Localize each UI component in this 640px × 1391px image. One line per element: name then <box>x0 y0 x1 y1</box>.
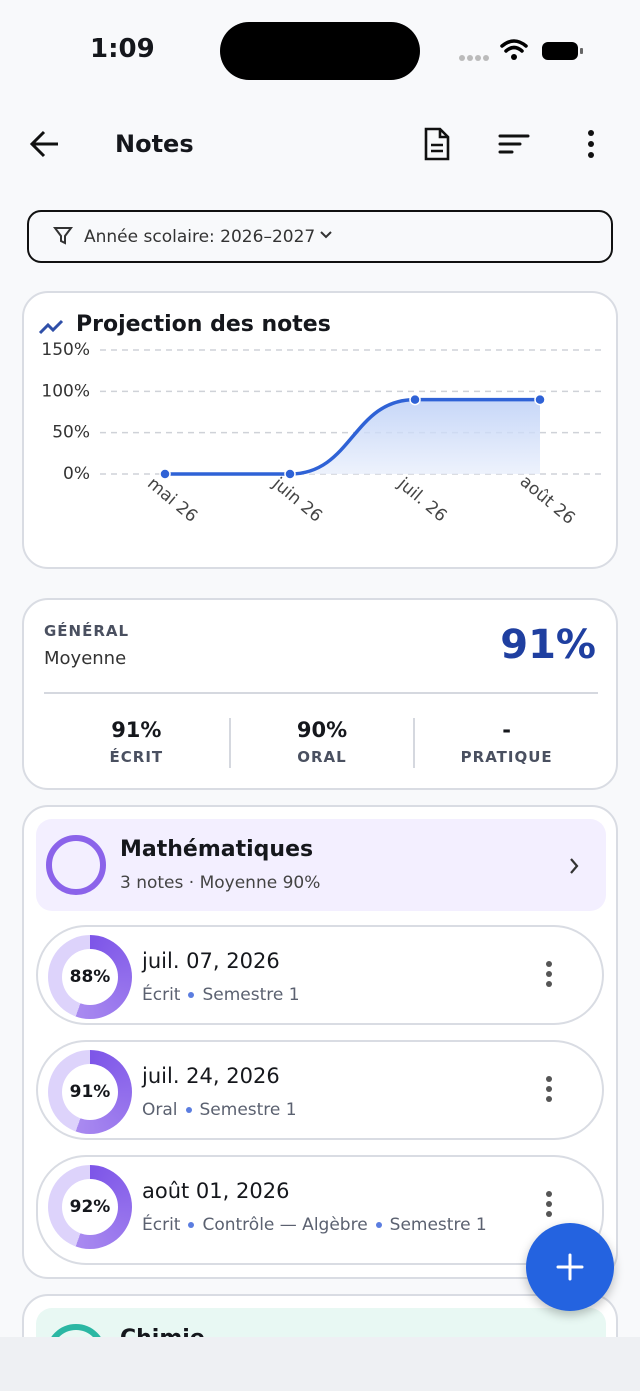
y-tick-label: 0% <box>63 464 90 484</box>
summary-average: 91% <box>500 622 596 668</box>
note-ring: 91% <box>48 1050 132 1134</box>
stats: 91% ÉCRIT 90% ORAL - PRATIQUE <box>44 718 598 768</box>
tag-dot <box>188 992 195 998</box>
y-tick-label: 50% <box>52 423 90 443</box>
note-ring: 88% <box>48 935 132 1019</box>
note-tags: Écrit Semestre 1 <box>142 983 502 1007</box>
note-date: juil. 07, 2026 <box>142 949 280 973</box>
note-tags: Écrit Contrôle — Algèbre Semestre 1 <box>142 1213 502 1237</box>
subject-ring <box>46 835 106 895</box>
appbar-title: Notes <box>115 130 194 158</box>
note-percent: 91% <box>69 1082 111 1102</box>
summary-card: GÉNÉRAL Moyenne 91% 91% ÉCRIT 90% ORAL - PRAT… <box>22 598 618 790</box>
stat-value: 90% <box>296 718 348 742</box>
note-row[interactable]: 91% juil. 24, 2026 Oral Semestre 1 <box>36 1040 604 1140</box>
note-tag: Semestre 1 <box>199 1100 297 1120</box>
point <box>159 468 171 480</box>
dynamic-island <box>220 22 420 80</box>
note-tag: Semestre 1 <box>202 985 300 1005</box>
note-tag: Écrit <box>142 985 181 1005</box>
note-percent: 92% <box>69 1197 111 1217</box>
appbar-actions[interactable] <box>420 126 610 162</box>
y-tick-label: 100% <box>41 381 90 401</box>
tag-dot <box>375 1222 382 1228</box>
stat-label: ORAL <box>297 748 347 766</box>
status-time: 1:09 <box>90 34 155 64</box>
stat-value: - <box>502 718 512 742</box>
status-icons <box>459 39 583 61</box>
note-date: juil. 24, 2026 <box>142 1064 280 1088</box>
note-percent: 88% <box>69 967 111 987</box>
note-date: août 01, 2026 <box>142 1179 290 1203</box>
note-tag: Oral <box>142 1100 178 1120</box>
summary-label: GÉNÉRAL <box>44 622 130 640</box>
note-menu[interactable] <box>546 961 552 991</box>
filter-label: Année scolaire: 2026–2027 <box>84 227 316 247</box>
note-ring: 92% <box>48 1165 132 1249</box>
note-tags: Oral Semestre 1 <box>142 1098 502 1122</box>
stat: 90% ORAL <box>228 718 414 768</box>
stat: 91% ÉCRIT <box>44 718 229 768</box>
x-tick-label: juin 26 <box>268 473 326 526</box>
back-button[interactable] <box>28 128 62 160</box>
x-tick-label: août 26 <box>516 472 579 529</box>
note-tag: Contrôle — Algèbre <box>202 1215 368 1235</box>
subject-header[interactable]: Chimie <box>36 1308 606 1337</box>
note-menu[interactable] <box>546 1191 552 1221</box>
x-tick-label: mai 26 <box>143 474 201 527</box>
subject-ring <box>46 1324 106 1337</box>
point <box>284 468 296 480</box>
tag-dot <box>188 1222 195 1228</box>
chart-icon <box>38 319 64 335</box>
subject-name: Mathématiques <box>120 837 314 862</box>
chart: Projection des notes 0% 50% 100% 150% mai 26… <box>38 312 602 529</box>
note-row[interactable]: 92% août 01, 2026 Écrit Contrôle — Algèbre S… <box>36 1155 604 1265</box>
subject-card: Chimie <box>22 1294 618 1337</box>
point <box>409 393 421 406</box>
stat-label: PRATIQUE <box>460 748 553 766</box>
stat-value: 91% <box>111 718 162 742</box>
stat: - PRATIQUE <box>413 718 598 768</box>
screen: 1:09 Notes Année scolaire: 2026–2027 Pro… <box>22 22 618 1337</box>
note-tag: Écrit <box>142 1215 181 1235</box>
point <box>534 393 546 406</box>
divider <box>44 692 598 694</box>
subject-name: Chimie <box>120 1326 205 1337</box>
note-row[interactable]: 88% juil. 07, 2026 Écrit Semestre 1 <box>36 925 604 1025</box>
subject-sub: 3 notes · Moyenne 90% <box>120 873 321 893</box>
y-tick-label: 150% <box>41 340 90 360</box>
add-button[interactable] <box>526 1223 614 1311</box>
x-tick-label: juil. 26 <box>393 473 451 526</box>
stat-label: ÉCRIT <box>109 748 164 766</box>
chart-title: Projection des notes <box>76 312 331 337</box>
note-menu[interactable] <box>546 1076 552 1106</box>
subject-header[interactable]: Mathématiques 3 notes · Moyenne 90% <box>36 819 606 911</box>
tag-dot <box>185 1107 192 1113</box>
summary-sub: Moyenne <box>44 648 127 669</box>
line <box>165 397 540 476</box>
filter-chip[interactable]: Année scolaire: 2026–2027 <box>27 210 613 263</box>
note-tag: Semestre 1 <box>389 1215 487 1235</box>
